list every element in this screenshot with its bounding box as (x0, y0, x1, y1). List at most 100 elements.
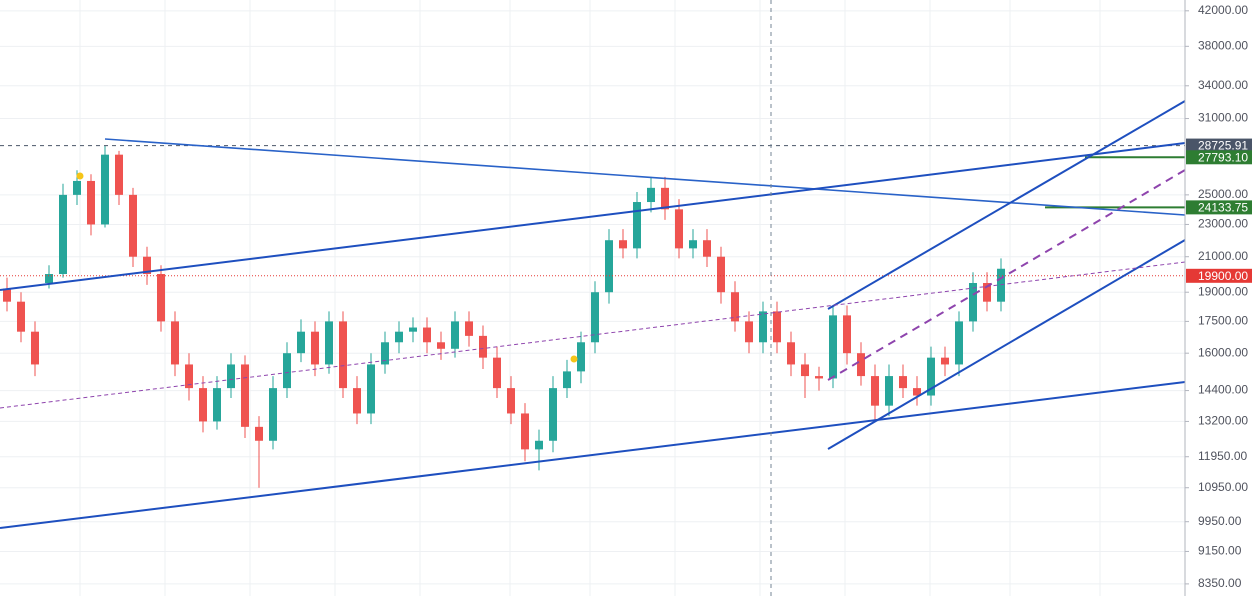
y-tick-label: 17500.00 (1198, 314, 1248, 328)
candle-body (227, 364, 235, 389)
candle-body (185, 364, 193, 389)
candle-body (451, 321, 459, 349)
candle-body (787, 342, 795, 365)
y-tick-label: 23000.00 (1198, 217, 1248, 231)
y-tick-label: 16000.00 (1198, 345, 1248, 359)
candle-body (577, 342, 585, 372)
candle-body (647, 187, 655, 203)
candle-body (675, 209, 683, 249)
candle-body (605, 240, 613, 293)
candle-body (885, 376, 893, 406)
candle-body (353, 388, 361, 414)
candle-body (17, 301, 25, 332)
price-tag-label: 28725.91 (1198, 139, 1248, 153)
candle-body (871, 376, 879, 406)
candle-body (479, 335, 487, 358)
y-tick-label: 31000.00 (1198, 111, 1248, 125)
candle-body (521, 413, 529, 450)
candle-body (507, 388, 515, 414)
candle-body (927, 357, 935, 396)
candle-body (955, 321, 963, 365)
candle-body (829, 315, 837, 379)
y-tick-label: 42000.00 (1198, 3, 1248, 17)
candle-body (591, 292, 599, 343)
y-tick-label: 21000.00 (1198, 249, 1248, 263)
trend-lines (0, 100, 1186, 529)
candle-body (297, 331, 305, 354)
vertical-grid (79, 0, 1101, 596)
candle-body (101, 154, 109, 225)
candle-body (549, 388, 557, 441)
y-tick-label: 8350.00 (1198, 576, 1242, 590)
candle-body (115, 154, 123, 195)
signal-dot (76, 172, 84, 180)
candle-body (213, 388, 221, 422)
candle-body (199, 388, 207, 422)
candle-body (801, 364, 809, 377)
candle-body (157, 274, 165, 322)
candle-body (269, 388, 277, 441)
candle-body (311, 331, 319, 365)
y-tick-label: 9150.00 (1198, 544, 1242, 558)
candle-body (717, 256, 725, 293)
y-tick-label: 34000.00 (1198, 78, 1248, 92)
axis-labels: 42000.00 38000.00 34000.00 31000.00 25000.00… (1185, 3, 1248, 590)
candle-body (143, 256, 151, 275)
y-tick-label: 9950.00 (1198, 514, 1242, 528)
price-tag (1186, 268, 1252, 283)
signal-dot (570, 355, 578, 363)
candle-body (409, 327, 417, 332)
candle-body (87, 180, 95, 225)
candle-body (339, 321, 347, 389)
candle-body (661, 187, 669, 210)
candle-body (815, 376, 823, 379)
candle-body (465, 321, 473, 336)
candle-body (563, 371, 571, 389)
y-tick-label: 19000.00 (1198, 284, 1248, 298)
y-tick-label: 10950.00 (1198, 480, 1248, 494)
candle-body (45, 274, 53, 284)
y-tick-label: 13200.00 (1198, 414, 1248, 428)
price-tag-label: 19900.00 (1198, 269, 1248, 283)
candle-body (325, 321, 333, 365)
y-tick-label: 25000.00 (1198, 187, 1248, 201)
candle-body (913, 388, 921, 396)
price-tag (1186, 200, 1252, 215)
candle-body (395, 331, 403, 343)
candle-body (843, 315, 851, 354)
candle-body (731, 292, 739, 322)
candle-body (619, 240, 627, 249)
candle-body (367, 364, 375, 414)
candle-body (759, 311, 767, 343)
candle-body (983, 283, 991, 302)
candle-body (129, 194, 137, 257)
candle-body (773, 311, 781, 343)
candle-body (997, 268, 1005, 302)
candle-body (493, 357, 501, 389)
candle-body (31, 331, 39, 365)
candle-body (941, 357, 949, 365)
candle-body (703, 240, 711, 257)
price-tag-label: 24133.75 (1198, 201, 1248, 215)
y-tick-label: 11950.00 (1198, 449, 1247, 463)
candles (3, 145, 1005, 488)
candle-body (423, 327, 431, 343)
candle-body (745, 321, 753, 343)
candle-body (689, 240, 697, 249)
price-tag (1186, 138, 1252, 153)
candle-body (255, 426, 263, 441)
candle-body (59, 194, 67, 275)
y-tick-label: 38000.00 (1198, 38, 1248, 52)
candle-body (633, 202, 641, 249)
candle-body (283, 353, 291, 389)
y-tick-label: 14400.00 (1198, 383, 1248, 397)
candle-body (241, 364, 249, 427)
price-tag-label: 27793.10 (1198, 150, 1248, 164)
candle-body (73, 180, 81, 195)
candle-body (899, 376, 907, 389)
grid (0, 10, 1185, 585)
candle-body (535, 440, 543, 450)
candle-body (969, 283, 977, 322)
